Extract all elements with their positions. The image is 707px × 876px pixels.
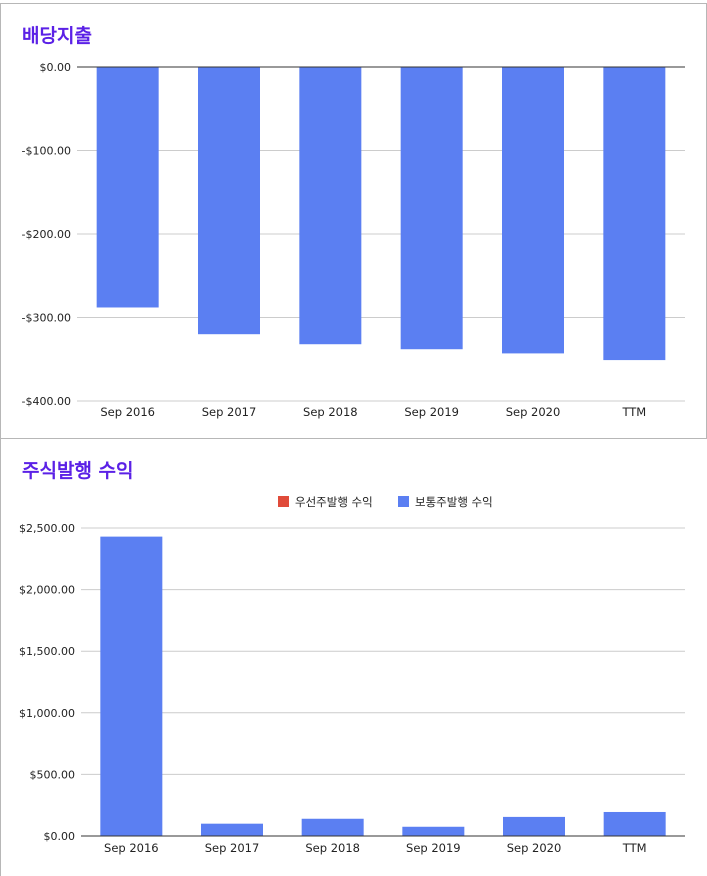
y-tick-label: -$300.00 [22,312,71,325]
bar[interactable] [402,826,465,836]
x-tick-label: Sep 2018 [305,841,360,855]
x-tick-label: Sep 2016 [100,405,155,419]
legend-label: 우선주발행 수익 [295,495,373,509]
stock-issuance-chart-panel: 주식발행 수익 $2,500.00 $2,000.00 $1,500.00 $1,00… [0,438,706,876]
x-tick-label: Sep 2019 [406,841,461,855]
legend-label: 보통주발행 수익 [415,495,493,509]
bar[interactable] [198,67,260,335]
y-tick-label: $1,500.00 [19,645,75,658]
legend-swatch [398,496,409,507]
x-tick-label: Sep 2017 [202,405,257,419]
bar[interactable] [299,67,362,345]
bar[interactable] [96,67,159,308]
y-tick-label: $500.00 [30,768,76,781]
legend-swatch [278,496,289,507]
y-tick-label: $2,500.00 [19,522,75,535]
y-tick-label: $0.00 [44,830,76,843]
chart-title: 주식발행 수익 [22,460,134,482]
bar[interactable] [502,67,564,354]
y-tick-label: $1,000.00 [19,707,75,720]
x-tick-label: TTM [622,841,647,855]
dividend-chart-panel: 배당지출 $0.00 -$100.00 -$200.00 -$300.00 -$400.… [0,3,707,439]
x-tick-label: Sep 2016 [104,841,159,855]
bar[interactable] [603,67,666,361]
dividend-chart: $0.00 -$100.00 -$200.00 -$300.00 -$400.00 Sep… [22,61,685,419]
x-tick-label: Sep 2020 [506,405,561,419]
bar[interactable] [201,823,263,836]
y-tick-label: $0.00 [40,61,72,74]
y-tick-label: -$400.00 [22,395,71,408]
y-tick-label: -$200.00 [22,228,71,241]
bar[interactable] [100,536,163,836]
y-tick-label: $2,000.00 [19,584,75,597]
bar[interactable] [603,811,666,836]
bar[interactable] [503,816,565,836]
x-tick-label: Sep 2017 [205,841,260,855]
bar[interactable] [400,67,463,350]
chart-title: 배당지출 [22,25,92,47]
x-tick-label: Sep 2019 [404,405,459,419]
bar[interactable] [301,818,364,836]
x-tick-label: Sep 2018 [303,405,358,419]
y-tick-label: -$100.00 [22,145,71,158]
x-tick-label: TTM [621,405,646,419]
x-tick-label: Sep 2020 [507,841,562,855]
stock-issuance-chart: $2,500.00 $2,000.00 $1,500.00 $1,000.00 $500… [19,495,685,855]
